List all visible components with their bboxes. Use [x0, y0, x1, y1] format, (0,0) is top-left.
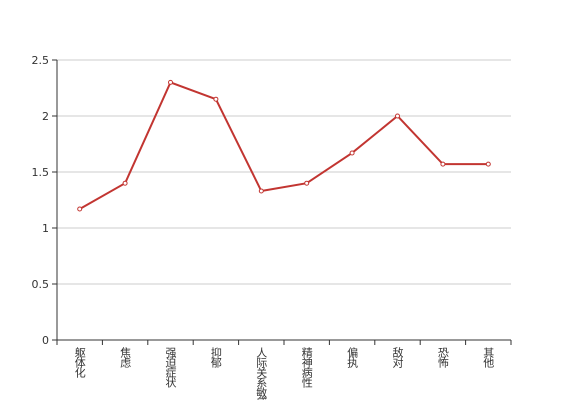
x-tick-label: 偏执	[346, 346, 359, 369]
y-tick-label: 1.5	[32, 166, 50, 179]
x-tick-label: 其他	[482, 347, 495, 368]
point	[258, 188, 264, 194]
y-tick-label: 2.5	[32, 54, 50, 67]
line	[79, 81, 489, 210]
x-tick-label: 焦虑	[119, 347, 132, 368]
point	[395, 113, 400, 119]
point	[213, 96, 219, 102]
point	[349, 150, 355, 156]
x-tick-label: 躯体化	[73, 347, 86, 379]
x-tick-label: 精神病性	[300, 347, 313, 389]
x-tick-label: 人际关系敏感	[255, 347, 268, 400]
y-tick-label: 2	[42, 110, 49, 123]
y-tick-label: 0.5	[32, 278, 50, 291]
x-tick-label: 敌对	[391, 346, 404, 368]
point	[304, 180, 310, 186]
x-tick-label: 恐怖	[436, 347, 449, 368]
point	[122, 180, 128, 186]
x-tick-label: 强迫症状	[164, 347, 177, 388]
x-tick-label: 抑郁	[209, 346, 222, 368]
y-tick-label: 0	[42, 334, 49, 347]
point	[168, 79, 173, 85]
point	[440, 161, 446, 167]
point	[77, 206, 83, 212]
y-tick-label: 1	[42, 222, 49, 235]
point	[485, 161, 491, 167]
